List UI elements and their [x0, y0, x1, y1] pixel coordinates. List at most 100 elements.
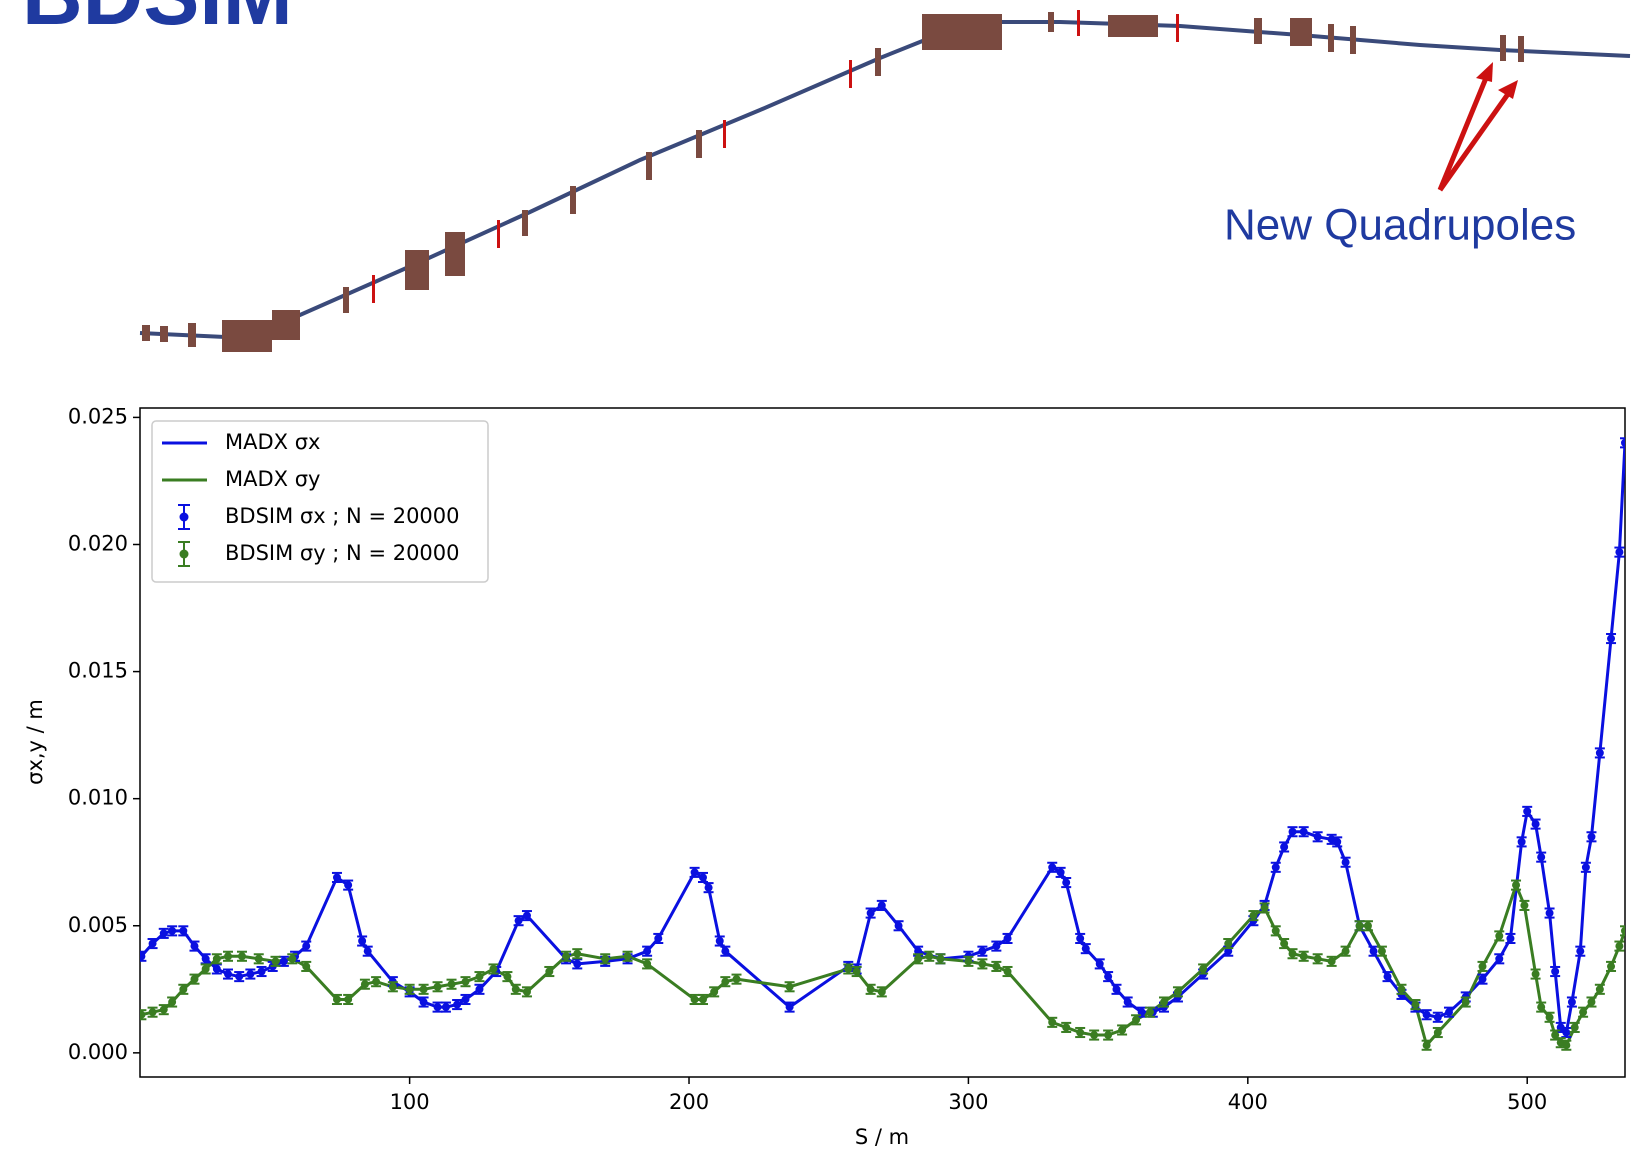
data-point	[643, 959, 652, 968]
data-point	[1062, 1023, 1071, 1032]
x-tick-label: 400	[1228, 1090, 1268, 1114]
data-point	[1512, 881, 1521, 890]
data-point	[1556, 1023, 1565, 1032]
data-point	[489, 964, 498, 973]
data-point	[271, 957, 280, 966]
data-point	[360, 980, 369, 989]
data-point	[1104, 972, 1113, 981]
data-point	[1383, 972, 1392, 981]
data-point	[1551, 967, 1560, 976]
data-point	[721, 947, 730, 956]
data-point	[1112, 985, 1121, 994]
data-point	[224, 952, 233, 961]
data-point	[877, 987, 886, 996]
y-axis-label: σx,y / m	[23, 699, 47, 785]
data-point	[1576, 947, 1585, 956]
data-point	[1146, 1008, 1155, 1017]
data-point	[1299, 827, 1308, 836]
data-point	[1595, 985, 1604, 994]
data-point	[1249, 911, 1258, 920]
data-point	[866, 909, 875, 918]
data-point	[704, 883, 713, 892]
y-tick-label: 0.010	[68, 786, 128, 810]
data-point	[1224, 947, 1233, 956]
data-point	[1288, 949, 1297, 958]
data-point	[475, 972, 484, 981]
data-point	[1523, 807, 1532, 816]
data-point	[914, 954, 923, 963]
data-point	[1104, 1031, 1113, 1040]
data-point	[179, 926, 188, 935]
data-point	[866, 985, 875, 994]
data-point	[503, 972, 512, 981]
data-point	[964, 957, 973, 966]
data-point	[388, 982, 397, 991]
data-point	[344, 881, 353, 890]
data-point	[1280, 939, 1289, 948]
data-point	[690, 995, 699, 1004]
data-point	[721, 977, 730, 986]
data-point	[140, 1010, 146, 1019]
data-point	[1531, 820, 1540, 829]
y-tick-label: 0.020	[68, 531, 128, 555]
y-tick-label: 0.000	[68, 1040, 128, 1064]
data-point	[1327, 957, 1336, 966]
data-point	[894, 921, 903, 930]
data-point	[1341, 858, 1350, 867]
data-point	[235, 972, 244, 981]
data-point	[1003, 967, 1012, 976]
data-point	[1090, 1031, 1099, 1040]
data-point	[852, 967, 861, 976]
data-point	[237, 952, 246, 961]
data-point	[168, 998, 177, 1007]
data-point	[1562, 1028, 1571, 1037]
data-point	[562, 952, 571, 961]
data-point	[1517, 837, 1526, 846]
x-axis-label: S / m	[855, 1125, 909, 1149]
legend-label: MADX σx	[225, 430, 320, 454]
data-point	[1587, 832, 1596, 841]
data-point	[1271, 926, 1280, 935]
data-point	[1567, 998, 1576, 1007]
data-point	[732, 975, 741, 984]
data-point	[654, 934, 663, 943]
data-point	[1433, 1028, 1442, 1037]
y-tick-label: 0.015	[68, 659, 128, 683]
data-point	[1506, 934, 1515, 943]
data-point	[419, 998, 428, 1007]
data-point	[545, 967, 554, 976]
y-tick-label: 0.005	[68, 913, 128, 937]
legend-label: BDSIM σy ; N = 20000	[225, 541, 460, 565]
data-point	[1422, 1010, 1431, 1019]
data-point	[1313, 832, 1322, 841]
data-point	[1159, 998, 1168, 1007]
data-point	[1478, 962, 1487, 971]
data-point	[1224, 939, 1233, 948]
data-point	[1531, 970, 1540, 979]
data-point	[573, 959, 582, 968]
data-point	[1137, 1008, 1146, 1017]
x-tick-label: 200	[669, 1090, 709, 1114]
data-point	[246, 970, 255, 979]
data-point	[461, 977, 470, 986]
legend-box	[151, 420, 489, 583]
data-point	[925, 952, 934, 961]
data-point	[302, 942, 311, 951]
data-point	[1551, 1031, 1560, 1040]
data-point	[1478, 975, 1487, 984]
data-point	[1422, 1041, 1431, 1050]
data-point	[1288, 827, 1297, 836]
data-point	[288, 954, 297, 963]
data-point	[511, 985, 520, 994]
data-point	[1363, 921, 1372, 930]
data-point	[358, 937, 367, 946]
data-point	[1048, 1018, 1057, 1027]
data-point	[1621, 926, 1625, 935]
data-point	[1260, 903, 1269, 912]
data-point	[1579, 1008, 1588, 1017]
data-point	[1199, 964, 1208, 973]
data-point	[1341, 947, 1350, 956]
data-point	[1369, 947, 1378, 956]
data-point	[1123, 998, 1132, 1007]
x-tick-label: 100	[390, 1090, 430, 1114]
